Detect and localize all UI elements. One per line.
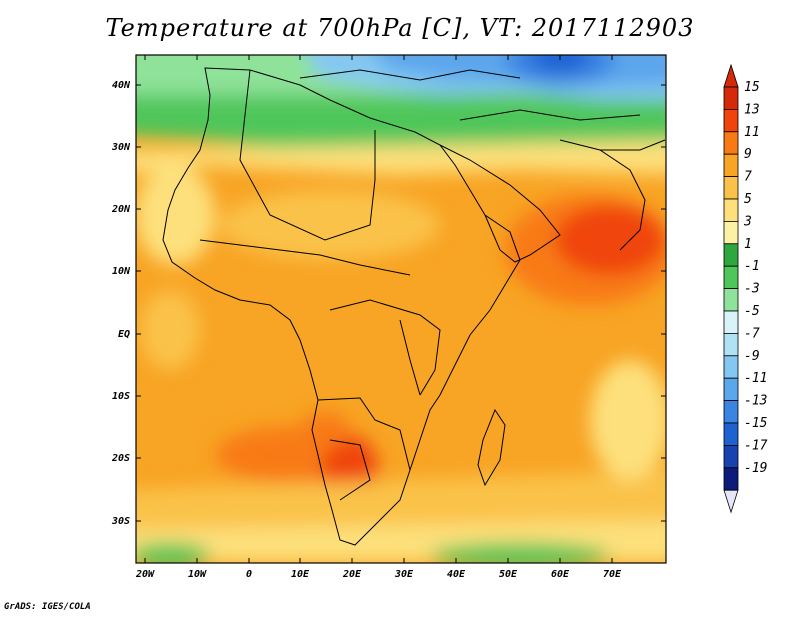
lat-label: 40N	[112, 80, 131, 91]
lon-axis: 20W 10W 0 10E 20E 30E 40E 50E 60E 70E	[135, 569, 622, 580]
lon-label: 70E	[603, 569, 622, 580]
lon-label: 10W	[188, 569, 207, 580]
colorbar-swatch	[723, 444, 739, 469]
lon-label: 20E	[342, 569, 362, 580]
colorbar-label: -7	[744, 326, 760, 341]
colorbar-label: 1	[744, 237, 752, 252]
lon-label: 30E	[394, 569, 414, 580]
colorbar-label: 13	[744, 102, 760, 117]
colorbar-label: 5	[744, 192, 752, 207]
colorbar-label: -15	[744, 416, 768, 431]
map-frame	[135, 54, 667, 564]
colorbar-swatch	[723, 310, 739, 334]
colorbar-swatch	[723, 109, 739, 133]
colorbar-swatch	[723, 422, 739, 446]
colorbar-swatch	[723, 198, 739, 222]
colorbar-swatch	[723, 265, 739, 290]
colorbar-label: 3	[743, 214, 752, 229]
map-title: Temperature at 700hPa [C], VT: 201711290…	[105, 14, 695, 42]
lat-label: 30N	[111, 142, 131, 153]
colorbar-swatch	[723, 377, 739, 402]
colorbar-label: -19	[744, 461, 767, 476]
colorbar-swatch	[723, 355, 739, 379]
colorbar: 15 13 11 9 7 5 3 1 -1 -3 -5 -7 -9 -11 -13 -15 -17 -19	[723, 63, 768, 514]
colorbar-label: -5	[744, 304, 760, 319]
lat-label: 20N	[111, 204, 131, 215]
colorbar-label: -3	[744, 282, 760, 297]
colorbar-swatch	[723, 86, 739, 110]
colorbar-label: 11	[744, 125, 760, 140]
colorbar-swatch	[723, 243, 739, 267]
lat-axis: 40N 30N 20N 10N EQ 10S 20S 30S	[111, 80, 131, 527]
lat-label: 20S	[111, 453, 130, 464]
lat-label: 10S	[112, 391, 130, 402]
colorbar-label: -13	[744, 394, 767, 409]
colorbar-swatch	[723, 288, 739, 312]
colorbar-swatch	[723, 131, 739, 155]
colorbar-label: 7	[744, 170, 752, 185]
colorbar-top-arrow	[723, 63, 739, 88]
colorbar-label: -17	[744, 438, 768, 453]
colorbar-label: -11	[744, 371, 767, 386]
temperature-field	[136, 55, 666, 563]
colorbar-swatch	[723, 467, 739, 491]
colorbar-swatch	[723, 176, 739, 200]
lat-label: EQ	[118, 329, 130, 340]
colorbar-label: -9	[744, 349, 760, 364]
colorbar-label: 15	[744, 80, 760, 95]
lon-label: 40E	[447, 569, 466, 580]
axis-ticks	[136, 55, 666, 563]
lon-label: 10E	[291, 569, 310, 580]
colorbar-bottom-arrow	[723, 489, 739, 514]
lon-label: 50E	[499, 569, 518, 580]
colorbar-swatch	[723, 332, 739, 357]
lon-label: 20W	[135, 569, 155, 580]
colorbar-label: -1	[744, 259, 760, 274]
grads-credit: GrADS: IGES/COLA	[4, 602, 91, 612]
coastlines	[162, 67, 666, 546]
lon-label: 0	[246, 569, 252, 580]
lat-label: 30S	[111, 516, 130, 527]
colorbar-swatch	[723, 153, 739, 177]
colorbar-swatch	[723, 400, 739, 424]
colorbar-swatch	[723, 220, 739, 245]
lat-label: 10N	[112, 266, 131, 277]
lon-label: 60E	[551, 569, 570, 580]
colorbar-label: 9	[744, 147, 752, 162]
